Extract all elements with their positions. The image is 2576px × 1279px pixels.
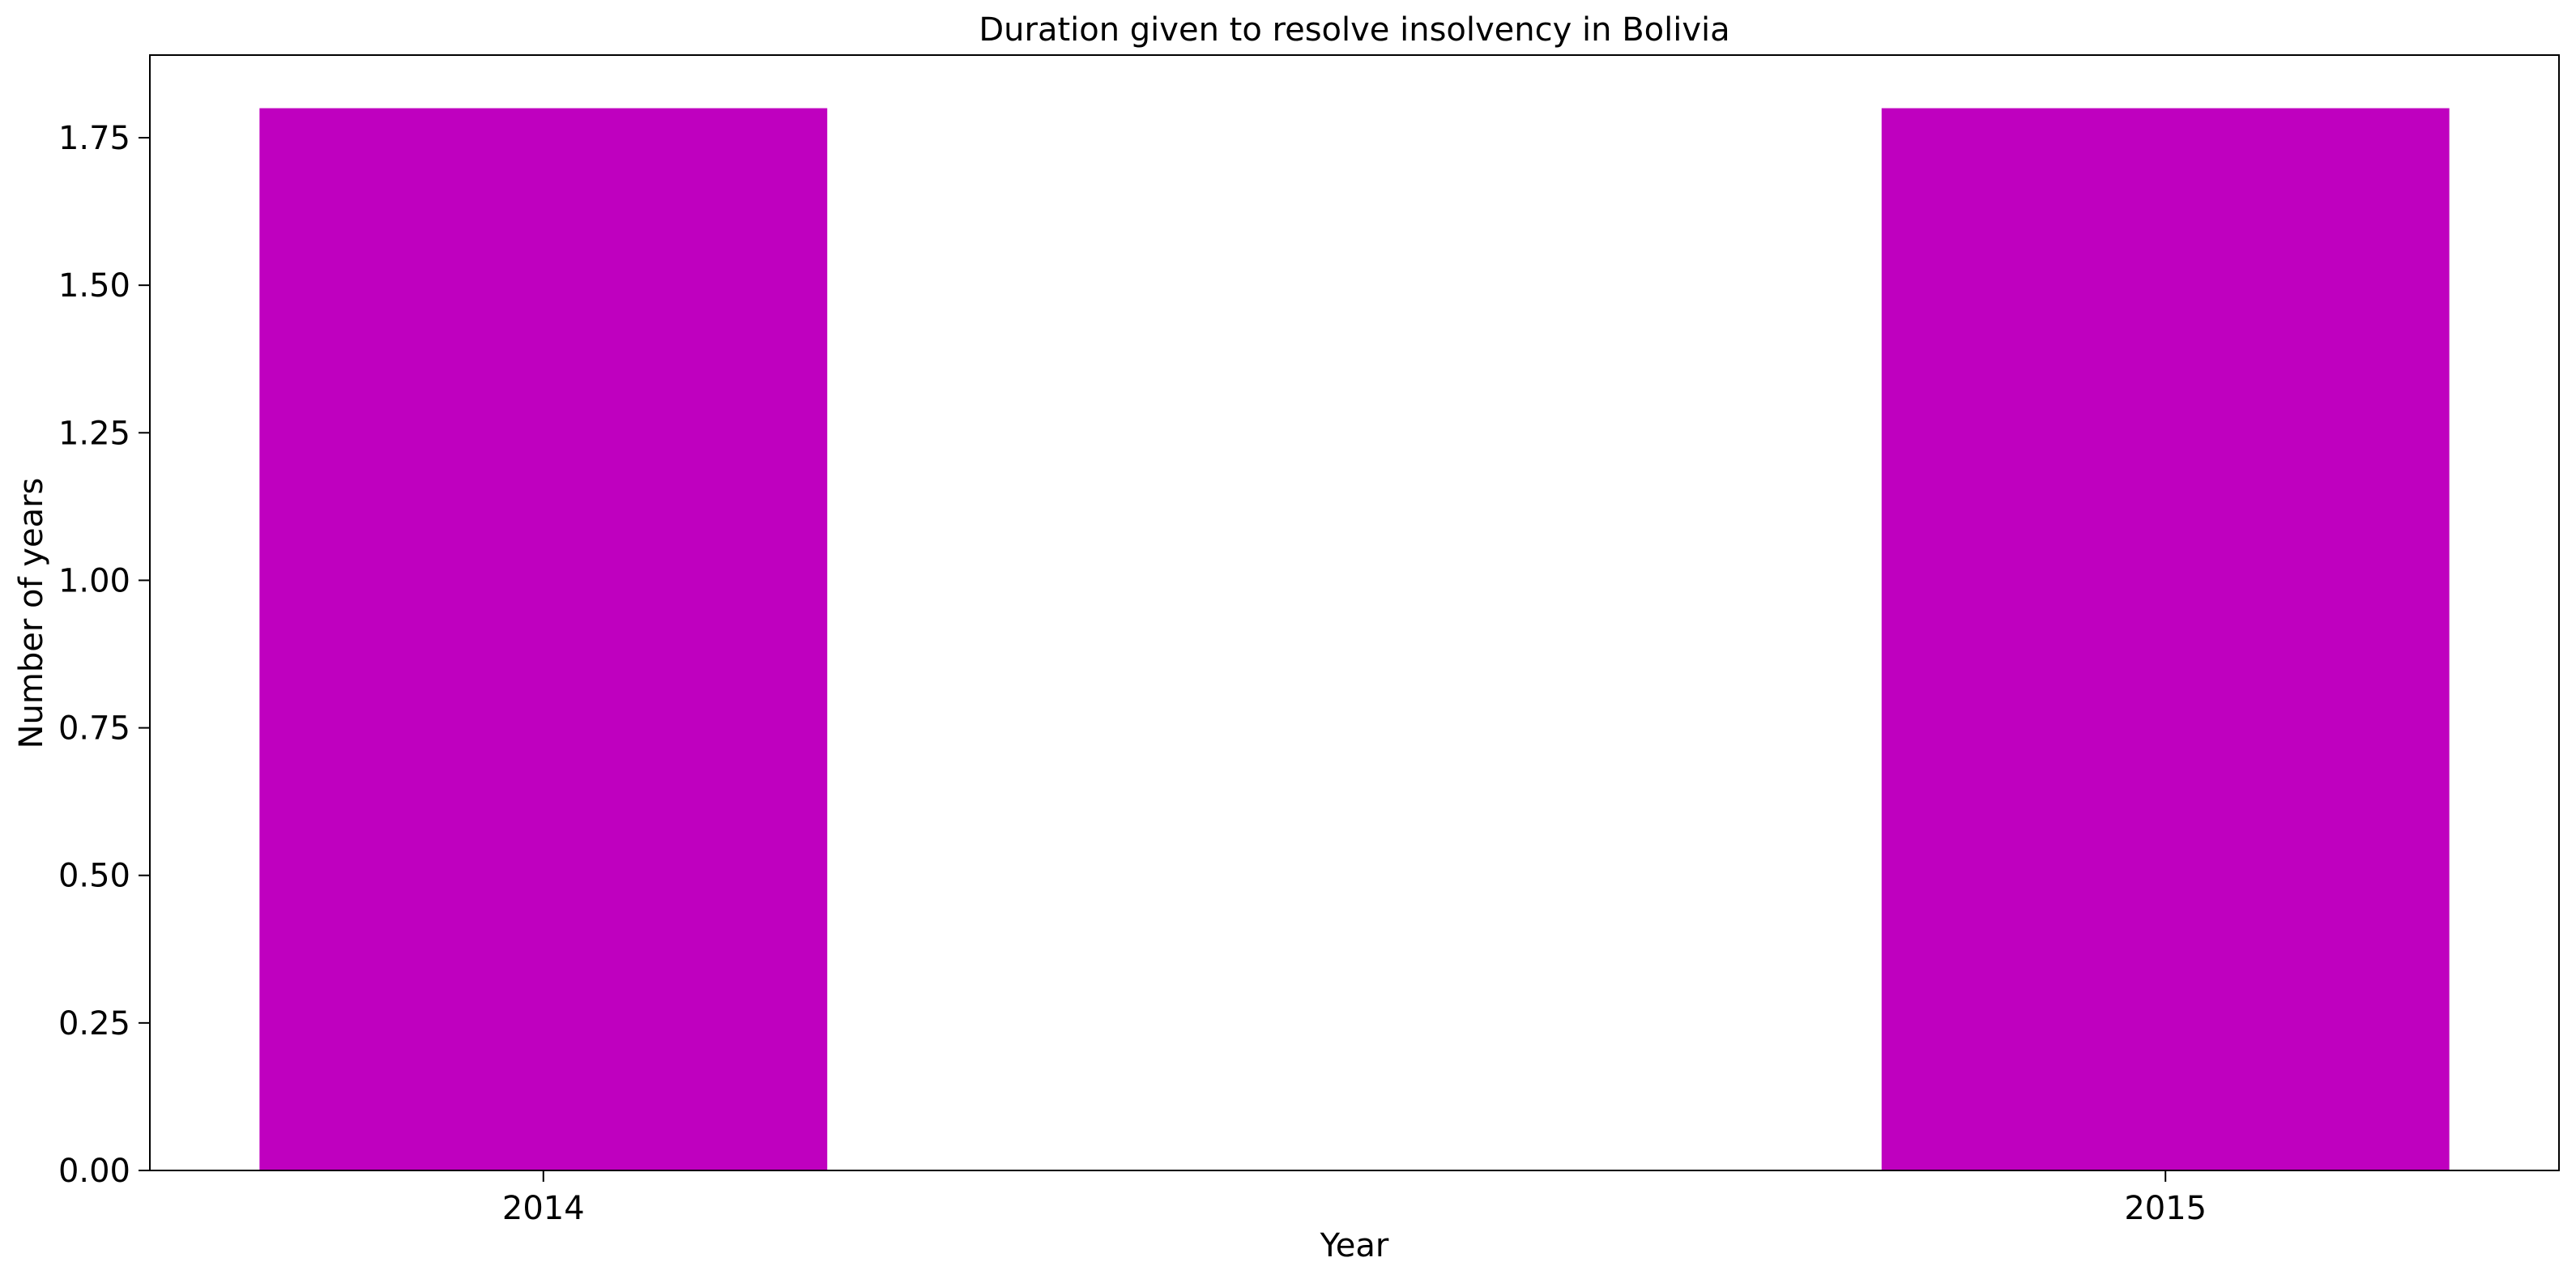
y-tick-label: 1.75 [58,120,130,157]
bars-group [259,108,2450,1171]
x-tick-label: 2014 [502,1190,585,1227]
x-tick-label: 2015 [2124,1190,2207,1227]
x-axis-label: Year [1320,1227,1389,1264]
bar-2014 [259,108,828,1171]
chart-title: Duration given to resolve insolvency in … [979,11,1729,49]
bar-2015 [1881,108,2450,1171]
plot-area-frame [149,54,2560,1171]
y-tick-label: 0.75 [58,710,130,748]
x-axis: 2014 2015 [502,1170,2207,1227]
y-tick-label: 0.50 [58,858,130,895]
y-axis: 0.00 0.25 0.50 0.75 1.00 1.25 1.50 1.75 [58,120,150,1190]
y-tick-label: 1.50 [58,267,130,305]
y-axis-label: Number of years [13,478,50,749]
y-tick-label: 1.25 [58,415,130,452]
y-tick-label: 1.00 [58,562,130,599]
y-tick-label: 0.00 [58,1153,130,1190]
y-tick-label: 0.25 [58,1005,130,1042]
